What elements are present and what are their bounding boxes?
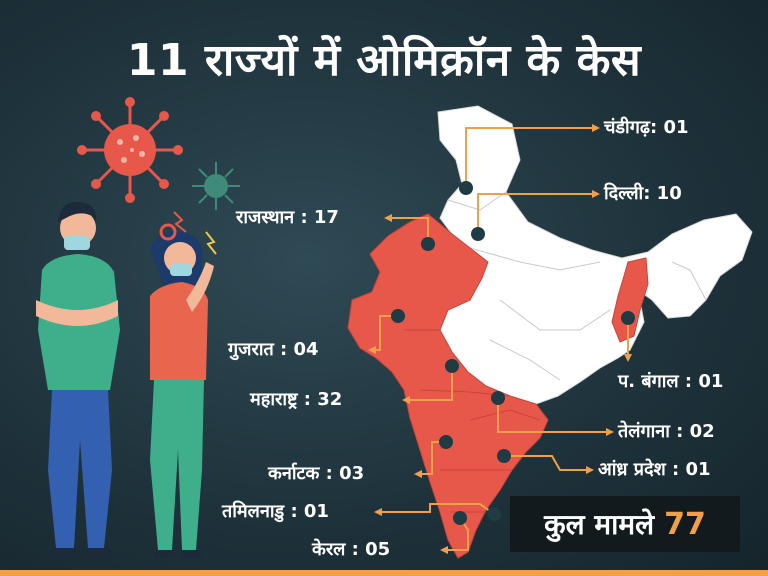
label-west-bengal: प. बंगाल : 01	[618, 371, 724, 392]
label-tamil-nadu: तमिलनाडु : 01	[222, 501, 329, 522]
map-boundaries	[447, 191, 707, 381]
virus-small-icon	[192, 162, 240, 210]
virus-large-icon	[77, 97, 183, 203]
bottom-accent-bar	[0, 570, 768, 576]
marker-telangana	[491, 391, 505, 405]
total-cases-value: 77	[664, 506, 706, 542]
label-chandigarh: चंडीगढ़: 01	[604, 117, 689, 138]
map-unaffected-region	[437, 105, 753, 405]
man-figure-illustration	[36, 201, 120, 558]
marker-maharashtra	[445, 359, 459, 373]
marker-gujarat	[391, 309, 405, 323]
label-maharashtra: महाराष्ट्र : 32	[250, 389, 343, 410]
label-rajasthan: राजस्थान : 17	[236, 207, 339, 228]
map-affected-region	[347, 213, 549, 559]
marker-andhra-pradesh	[497, 449, 511, 463]
label-kerala: केरल : 05	[312, 539, 391, 560]
label-andhra-pradesh: आंध्र प्रदेश : 01	[598, 459, 711, 480]
total-cases-label: कुल मामले	[544, 508, 655, 541]
map-affected-boundaries	[404, 329, 541, 513]
marker-rajasthan	[421, 237, 435, 251]
marker-tamil-nadu	[487, 507, 501, 521]
label-telangana: तेलंगाना : 02	[618, 421, 715, 442]
woman-figure-illustration	[150, 211, 217, 558]
connector-arrowheads	[368, 124, 632, 554]
label-gujarat: गुजरात : 04	[228, 339, 319, 360]
marker-west-bengal	[621, 311, 635, 325]
label-delhi: दिल्ली: 10	[604, 183, 682, 204]
state-markers	[391, 181, 635, 525]
total-cases-box: कुल मामले 77	[510, 496, 740, 552]
page-title: 11 राज्यों में ओमिक्रॉन के केस	[126, 35, 642, 86]
marker-kerala	[453, 511, 467, 525]
marker-chandigarh	[459, 181, 473, 195]
marker-karnataka	[439, 435, 453, 449]
label-karnataka: कर्नाटक : 03	[268, 463, 365, 484]
marker-delhi	[471, 227, 485, 241]
